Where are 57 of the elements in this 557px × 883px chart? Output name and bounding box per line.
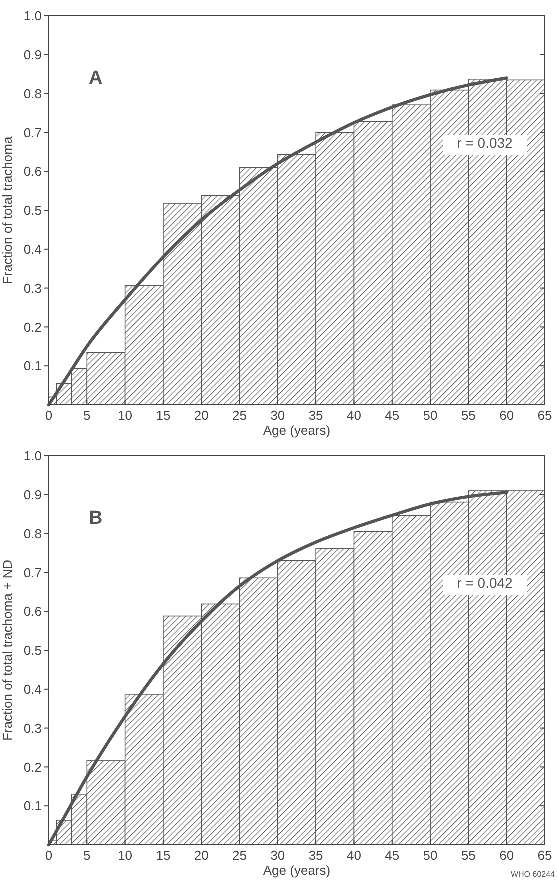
x-tick-label: 35 (308, 408, 324, 423)
text: WHO 60244 (510, 870, 556, 879)
annotation: r = 0.032 (457, 135, 514, 151)
y-tick-label: 0.4 (24, 242, 42, 257)
x-tick-label: 15 (156, 848, 171, 863)
x-tick-label: 30 (270, 408, 286, 423)
x-tick-label: 40 (346, 848, 362, 863)
x-tick-label: 20 (194, 848, 209, 863)
x-tick-label: 50 (423, 848, 438, 863)
x-tick-label: 10 (118, 408, 133, 423)
x-tick-label: 60 (500, 848, 514, 863)
x-tick-label: 20 (194, 408, 209, 423)
annotation: B (89, 508, 103, 529)
y-tick-label: 1.0 (24, 8, 42, 24)
x-tick-label: 50 (423, 408, 438, 423)
y-tick-label: 0.1 (24, 798, 42, 814)
y-tick-label: 0.3 (24, 280, 42, 296)
y-tick-label: 0.6 (24, 604, 42, 620)
y-tick-label: 0.3 (24, 720, 42, 736)
x-tick-label: 35 (308, 848, 324, 863)
x-tick-label: 60 (500, 408, 514, 423)
x-tick-label: 45 (385, 408, 400, 423)
y-tick-label: 0.8 (24, 86, 42, 102)
x-tick-label: 40 (346, 408, 362, 423)
x-axis-title: Age (years) (263, 423, 331, 438)
x-tick-label: 15 (156, 408, 171, 423)
x-tick-label: 25 (232, 848, 248, 863)
annotation: r = 0.042 (457, 575, 514, 591)
y-tick-label: 0.5 (24, 643, 42, 658)
x-tick-label: 65 (538, 408, 552, 423)
y-tick-label: 0.7 (24, 565, 42, 580)
y-tick-label: 0.8 (24, 526, 42, 542)
x-tick-label: 30 (270, 848, 286, 863)
x-axis-title: Age (years) (263, 863, 331, 878)
x-tick-label: 55 (461, 408, 476, 423)
x-tick-label: 5 (84, 848, 91, 863)
y-tick-label: 0.4 (24, 682, 42, 697)
y-axis-title: Fraction of total trachoma (0, 136, 15, 284)
x-tick-label: 5 (84, 408, 91, 423)
x-tick-label: 45 (385, 848, 400, 863)
x-tick-label: 10 (118, 848, 133, 863)
y-tick-label: 0.2 (24, 760, 42, 775)
x-tick-label: 55 (461, 848, 476, 863)
y-tick-label: 0.1 (24, 358, 42, 374)
x-tick-label: 25 (232, 408, 248, 423)
y-axis-title: Fraction of total trachoma + ND (0, 560, 15, 741)
y-tick-label: 0.9 (24, 487, 42, 502)
y-tick-label: 0.5 (24, 203, 42, 218)
y-tick-label: 0.9 (24, 47, 42, 62)
x-tick-label: 0 (45, 848, 53, 863)
y-tick-label: 0.6 (24, 164, 42, 180)
x-tick-label: 0 (45, 408, 53, 423)
y-tick-label: 0.7 (24, 125, 42, 140)
x-tick-label: 65 (538, 848, 552, 863)
y-tick-label: 0.2 (24, 320, 42, 335)
y-tick-label: 1.0 (24, 448, 42, 464)
annotation: A (89, 68, 103, 89)
